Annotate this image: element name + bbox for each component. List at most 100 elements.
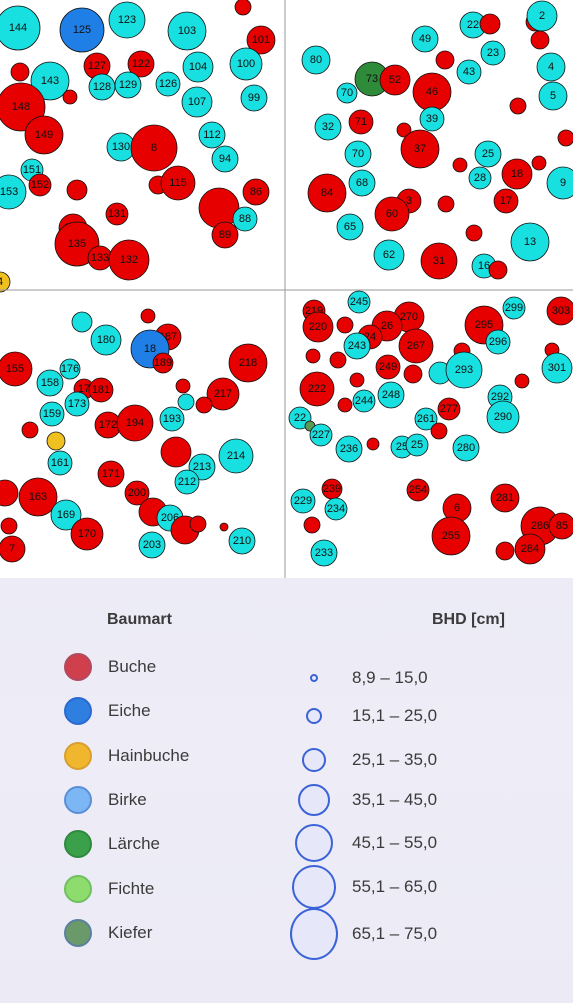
tree-circle <box>39 401 65 427</box>
species-label: Hainbuche <box>108 745 190 765</box>
tree-number: 126 <box>159 78 177 90</box>
tree-number: 7 <box>9 543 15 555</box>
tree-circle <box>502 296 526 320</box>
tree-circle <box>160 436 192 468</box>
tree-circle <box>377 381 405 409</box>
species-legend-item: Birke <box>64 785 147 814</box>
tree-130: 130 <box>106 132 136 162</box>
tree-unlabeled-163 <box>366 437 380 451</box>
tree-circle <box>366 437 380 451</box>
tree-number: 17 <box>500 195 512 207</box>
tree-number: 163 <box>29 491 47 503</box>
tree-number: 23 <box>487 47 499 59</box>
tree-unlabeled-161 <box>430 422 448 440</box>
tree-circle <box>309 423 333 447</box>
tree-circle <box>50 499 82 531</box>
tree-circle <box>206 377 240 411</box>
tree-296: 296 <box>485 329 511 355</box>
tree-233: 233 <box>310 539 338 567</box>
tree-number: 281 <box>496 492 514 504</box>
tree-circle <box>430 422 448 440</box>
tree-189: 189 <box>152 352 174 374</box>
tree-number: 60 <box>386 208 398 220</box>
tree-circle <box>108 239 150 281</box>
tree-200: 200 <box>124 480 150 506</box>
tree-circle <box>403 364 423 384</box>
tree-18: 18 <box>501 158 533 190</box>
tree-number: 8 <box>151 142 157 154</box>
tree-circle <box>124 480 150 506</box>
size-circle-icon <box>306 708 322 724</box>
tree-circle <box>155 71 181 97</box>
species-color-swatch <box>64 741 92 770</box>
tree-49: 49 <box>411 25 439 53</box>
tree-number: 151 <box>23 164 41 176</box>
tree-circle <box>456 59 482 85</box>
tree-103: 103 <box>167 11 207 51</box>
tree-104: 104 <box>182 51 214 83</box>
species-legend-item: Lärche <box>64 830 160 859</box>
tree-181: 181 <box>88 377 114 403</box>
tree-number: 153 <box>0 186 18 198</box>
tree-number: 25 <box>396 441 408 453</box>
tree-number: 227 <box>312 429 330 441</box>
tree-number: 128 <box>93 81 111 93</box>
tree-277: 277 <box>437 397 461 421</box>
tree-170: 170 <box>70 517 104 551</box>
species-label: Lärche <box>108 834 160 854</box>
tree-number: 210 <box>233 535 251 547</box>
tree-number: 112 <box>203 129 221 141</box>
tree-unlabeled-99 <box>195 396 213 414</box>
tree-unlabeled-148 <box>349 372 365 388</box>
tree-number: 284 <box>521 543 539 555</box>
tree-number: 31 <box>433 255 445 267</box>
tree-303: 303 <box>546 296 573 326</box>
tree-229: 229 <box>290 488 316 514</box>
tree-circle <box>414 407 438 431</box>
tree-stand-map: 144 125 123 103 101 143 127 122 128 129 126 104 100 9… <box>0 0 573 578</box>
tree-unlabeled-84 <box>71 311 93 333</box>
tree-71: 71 <box>348 109 374 135</box>
tree-222: 222 <box>299 371 335 407</box>
tree-circle <box>232 206 258 232</box>
tree-122: 122 <box>127 50 155 78</box>
tree-circle <box>335 435 363 463</box>
tree-112: 112 <box>198 121 226 149</box>
tree-number: 125 <box>73 24 91 36</box>
size-range-label: 35,1 – 45,0 <box>352 790 438 809</box>
tree-number: 133 <box>91 252 109 264</box>
species-label: Kiefer <box>108 922 153 942</box>
tree-circle <box>195 396 213 414</box>
tree-number: 123 <box>118 14 136 26</box>
tree-circle <box>182 51 214 83</box>
tree-circle <box>530 30 550 50</box>
tree-239: 239 <box>321 478 343 500</box>
tree-23: 23 <box>480 40 506 66</box>
tree-number: 180 <box>97 334 115 346</box>
tree-circle <box>546 166 573 200</box>
tree-68: 68 <box>348 169 376 197</box>
tree-number: 213 <box>193 461 211 473</box>
tree-213: 213 <box>188 453 216 481</box>
tree-number: 270 <box>400 311 418 323</box>
tree-unlabeled-60 <box>396 122 412 138</box>
tree-circle <box>28 173 52 197</box>
tree-number: 101 <box>252 34 270 46</box>
tree-circle <box>437 195 455 213</box>
tree-circle <box>493 188 519 214</box>
tree-circle <box>160 165 196 201</box>
tree-circle <box>46 431 66 451</box>
tree-number: 267 <box>407 340 425 352</box>
tree-9: 9 <box>546 166 573 200</box>
tree-circle <box>485 329 511 355</box>
size-circle-icon <box>290 908 338 960</box>
tree-number: 194 <box>126 417 144 429</box>
tree-number: 73 <box>366 73 378 85</box>
tree-unlabeled-98 <box>177 393 195 411</box>
tree-circle <box>234 0 252 16</box>
tree-number: 148 <box>12 101 30 113</box>
tree-number: 43 <box>463 66 475 78</box>
tree-circle <box>175 378 191 394</box>
tree-number: 236 <box>340 443 358 455</box>
tree-number: 220 <box>309 321 327 333</box>
